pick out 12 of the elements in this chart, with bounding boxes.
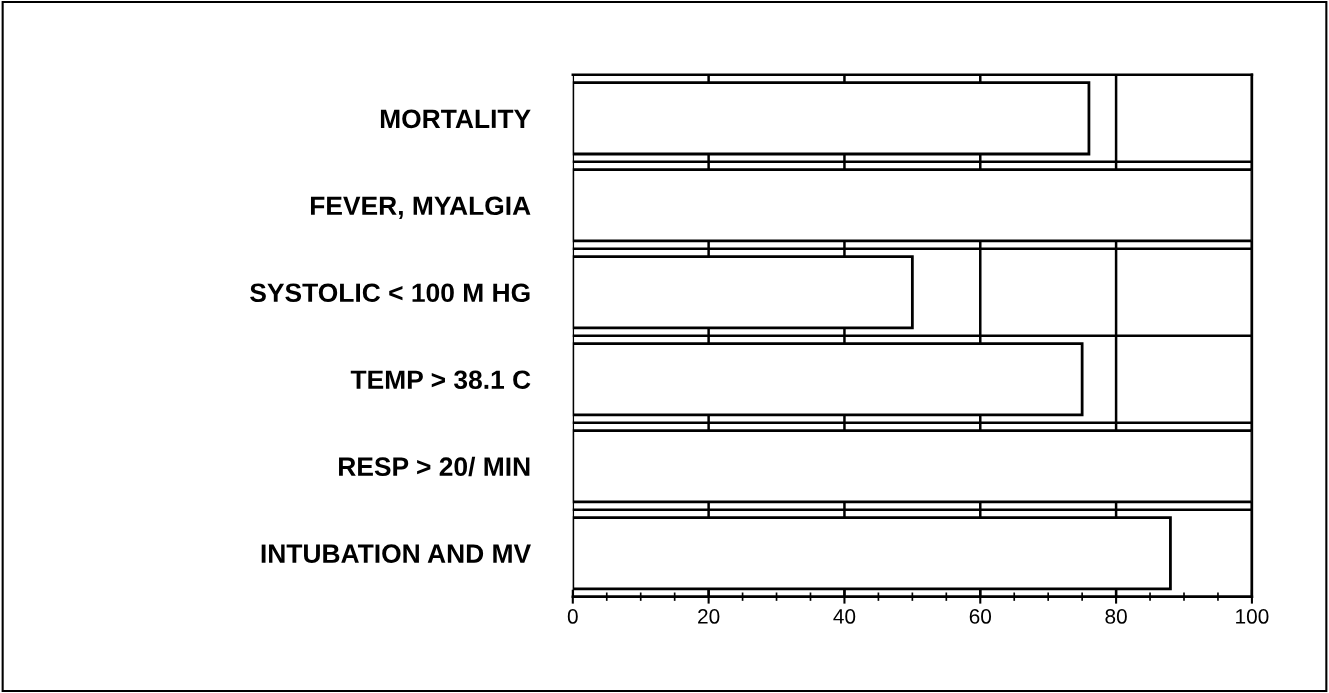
x-tick-label: 0 bbox=[567, 609, 578, 624]
x-tick-label: 100 bbox=[1236, 609, 1269, 624]
x-tick-label: 20 bbox=[698, 609, 720, 624]
y-tick-label: TEMP > 38.1 C bbox=[350, 370, 531, 390]
x-tick-label: 40 bbox=[833, 609, 856, 624]
y-tick-label: SYSTOLIC < 100 M HG bbox=[250, 283, 530, 303]
x-tick-label: 80 bbox=[1105, 609, 1127, 624]
y-tick-label: INTUBATION AND MV bbox=[261, 544, 531, 564]
x-tick-label: 60 bbox=[969, 609, 992, 624]
y-tick-label: FEVER, MYALGIA bbox=[310, 196, 531, 219]
y-tick-label: MORTALITY bbox=[380, 109, 531, 129]
y-tick-label: RESP > 20/ MIN bbox=[339, 456, 530, 477]
